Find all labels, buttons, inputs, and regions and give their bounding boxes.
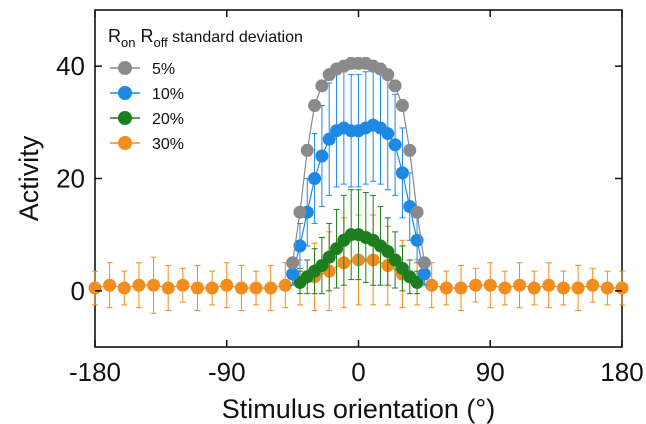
y-tick-label: 40 (56, 51, 85, 81)
x-tick-label: -90 (208, 357, 246, 387)
legend-title-part: R (108, 26, 121, 46)
data-point (425, 278, 439, 292)
data-point (600, 281, 614, 295)
legend-title-part: standard deviation (168, 29, 303, 46)
data-point (417, 267, 431, 281)
data-point (388, 138, 402, 152)
data-point (322, 132, 336, 146)
legend-label: 5% (152, 61, 175, 78)
data-point (388, 253, 402, 267)
data-point (483, 278, 497, 292)
legend-marker (118, 61, 132, 75)
data-point (286, 256, 300, 270)
y-tick-label: 20 (56, 164, 85, 194)
data-point (615, 281, 629, 295)
data-point (410, 205, 424, 219)
legend-marker (118, 136, 132, 150)
legend-title: Ron Roff standard deviation (108, 26, 303, 50)
data-point (388, 79, 402, 93)
data-point (403, 143, 417, 157)
data-point (234, 281, 248, 295)
data-point (176, 278, 190, 292)
series-10pct (286, 68, 431, 286)
data-point (293, 239, 307, 253)
legend-marker (118, 86, 132, 100)
data-point (147, 278, 161, 292)
chart-marks (88, 56, 629, 314)
data-point (190, 281, 204, 295)
data-point (300, 143, 314, 157)
data-point (330, 242, 344, 256)
data-point (103, 278, 117, 292)
data-point (498, 281, 512, 295)
data-point (395, 98, 409, 112)
legend-label: 20% (152, 111, 184, 128)
data-point (278, 278, 292, 292)
data-point (571, 281, 585, 295)
data-point (293, 205, 307, 219)
data-point (88, 281, 102, 295)
data-point (395, 261, 409, 275)
data-point (542, 278, 556, 292)
legend-title-part: off (153, 35, 168, 50)
data-point (161, 281, 175, 295)
x-tick-label: 90 (476, 357, 505, 387)
data-point (586, 278, 600, 292)
data-point (117, 281, 131, 295)
data-point (556, 281, 570, 295)
data-point (469, 278, 483, 292)
x-axis-title: Stimulus orientation (°) (222, 394, 495, 424)
data-point (395, 166, 409, 180)
data-point (220, 278, 234, 292)
data-point (381, 68, 395, 82)
axis-ticks: -180 -90 0 90 180 0 20 40 (56, 10, 644, 387)
data-point (381, 245, 395, 259)
data-point (513, 278, 527, 292)
x-tick-label: -180 (69, 357, 121, 387)
data-point (381, 127, 395, 141)
data-point (249, 281, 263, 295)
legend-title-part: R (135, 26, 153, 46)
legend-label: 10% (152, 86, 184, 103)
series-5pct (286, 56, 431, 270)
data-point (315, 259, 329, 273)
legend-title-part: on (121, 35, 135, 50)
data-point (410, 275, 424, 289)
y-tick-label: 0 (71, 276, 85, 306)
y-axis-title: Activity (14, 135, 44, 221)
legend-marker (118, 111, 132, 125)
x-tick-label: 180 (600, 357, 643, 387)
data-point (132, 278, 146, 292)
legend-label: 30% (152, 136, 184, 153)
data-point (439, 281, 453, 295)
data-point (264, 281, 278, 295)
data-point (205, 281, 219, 295)
data-point (527, 281, 541, 295)
series-20pct (293, 189, 424, 295)
data-point (454, 281, 468, 295)
data-point (322, 250, 336, 264)
data-point (315, 79, 329, 93)
data-point (417, 256, 431, 270)
data-point (308, 98, 322, 112)
legend: Ron Roff standard deviation 5% 10% 20% 30% (108, 26, 303, 153)
data-point (308, 172, 322, 185)
data-point (315, 149, 329, 163)
data-point (286, 267, 300, 281)
x-tick-label: 0 (351, 357, 365, 387)
